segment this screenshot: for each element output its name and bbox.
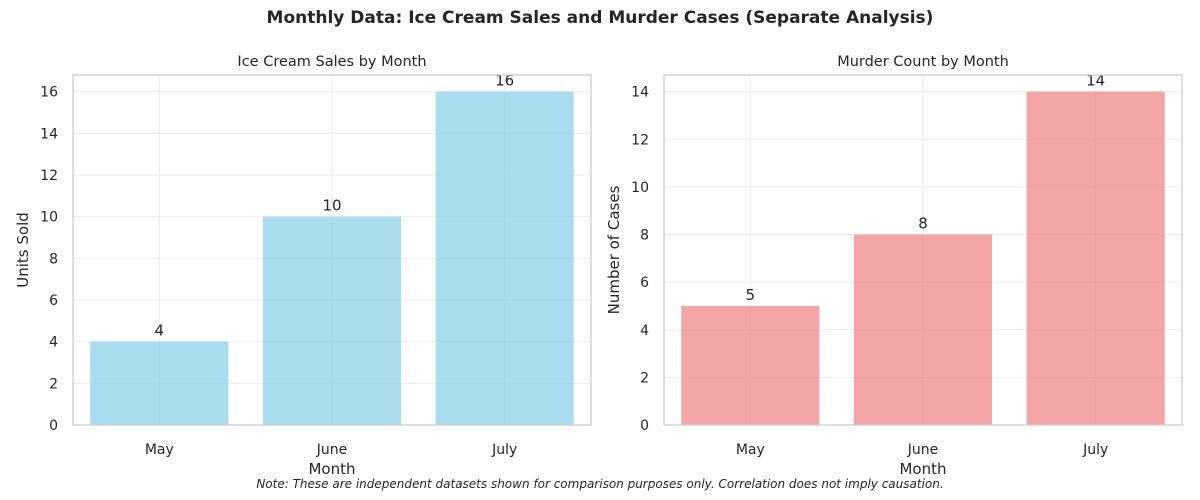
y-axis-label: Number of Cases [605,185,623,314]
bar-value-label: 4 [155,322,165,340]
bar-value-label: 16 [495,72,514,90]
y-axis-label: Units Sold [14,212,32,288]
bar-june [262,216,402,425]
chart-panel-1: 4 10 16 0 2 4 6 8 10 12 14 16 May June July Ice Cream S… [14,54,592,478]
bar-value-label: 10 [322,197,341,215]
x-tick-label: May [736,442,765,458]
bar-july [1026,91,1165,426]
x-tick-label: June [907,442,939,458]
x-tick-label: June [316,442,348,458]
y-tick-label: 6 [640,275,649,291]
y-tick-label: 12 [40,168,58,184]
bar-value-label: 14 [1086,72,1105,90]
y-tick-label: 12 [631,132,649,148]
y-tick-label: 6 [49,293,58,309]
y-tick-label: 4 [640,323,649,339]
x-tick-label: July [1082,442,1108,458]
y-tick-label: 4 [49,335,58,351]
y-tick-label: 0 [49,418,58,434]
y-tick-label: 2 [49,376,58,392]
y-tick-label: 10 [631,180,649,196]
subplot-title: Murder Count by Month [837,54,1009,70]
subplot-title: Ice Cream Sales by Month [237,54,426,70]
y-tick-label: 8 [49,251,58,267]
figure-note: Note: These are independent datasets sho… [256,477,944,491]
x-tick-label: May [145,442,174,458]
y-tick-label: 14 [631,85,649,101]
axes-frame [663,74,1183,426]
x-axis-label: Month [308,460,355,478]
y-tick-label: 10 [40,210,58,226]
y-tick-label: 2 [640,370,649,386]
bar-may [90,341,229,425]
bar-value-label: 5 [746,286,756,304]
y-tick-label: 8 [640,228,649,244]
bar-value-label: 8 [918,215,928,233]
figure-title: Monthly Data: Ice Cream Sales and Murder… [266,8,934,28]
chart-panel-2: 5 8 14 0 2 4 6 8 10 12 14 May June July Murder Count b… [605,54,1183,478]
bar-june [853,234,993,425]
y-tick-label: 16 [40,85,58,101]
bar-may [681,305,820,425]
y-tick-label: 14 [40,126,58,142]
bar-july [435,91,574,426]
x-tick-label: July [491,442,517,458]
axes-frame [72,74,592,426]
x-axis-label: Month [899,460,946,478]
y-tick-label: 0 [640,418,649,434]
